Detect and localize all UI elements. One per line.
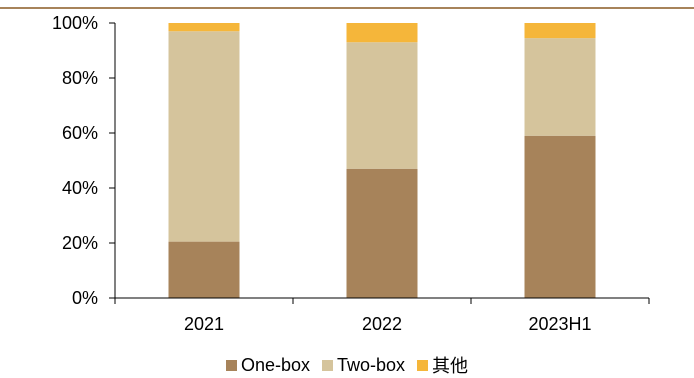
y-tick-label: 20% — [62, 233, 98, 253]
bars-layer — [168, 23, 596, 298]
legend-swatch — [225, 359, 237, 371]
bar-segment-2023H1-0 — [524, 135, 596, 298]
legend-swatch — [322, 359, 333, 371]
stacked-bar-chart: 0% 20% 40% 60% 80% 100% 2021 2022 2023H1 — [52, 13, 650, 334]
legend-item-1: Two-box — [322, 355, 405, 376]
bar-segment-2021-1 — [168, 31, 240, 242]
header-rule — [0, 7, 694, 9]
bar-segment-2021-2 — [168, 23, 240, 32]
y-tick-label: 60% — [62, 123, 98, 143]
x-axis-ticks: 2021 2022 2023H1 — [114, 298, 650, 334]
bar-segment-2022-2 — [346, 23, 418, 43]
y-tick-label: 0% — [72, 288, 98, 308]
y-tick-label: 80% — [62, 68, 98, 88]
bar-segment-2021-0 — [168, 241, 240, 298]
x-tick-label: 2023H1 — [528, 314, 591, 334]
bar-segment-2023H1-1 — [524, 38, 596, 136]
bar-segment-2023H1-2 — [524, 23, 596, 39]
y-tick-label: 40% — [62, 178, 98, 198]
legend-item-2: 其他 — [417, 352, 468, 378]
legend-label: Two-box — [337, 354, 406, 375]
legend: One-box Two-box 其他 — [0, 352, 694, 378]
legend-label: 其他 — [432, 356, 469, 376]
x-tick-label: 2022 — [362, 314, 402, 334]
y-tick-label: 100% — [52, 13, 98, 33]
legend-label: One-box — [240, 354, 310, 375]
legend-swatch — [417, 359, 429, 371]
legend-item-0: One-box — [225, 354, 310, 376]
x-tick-label: 2021 — [184, 314, 224, 334]
y-axis-ticks: 0% 20% 40% 60% 80% 100% — [52, 13, 115, 308]
bar-segment-2022-0 — [346, 168, 418, 298]
bar-segment-2022-1 — [346, 42, 418, 169]
